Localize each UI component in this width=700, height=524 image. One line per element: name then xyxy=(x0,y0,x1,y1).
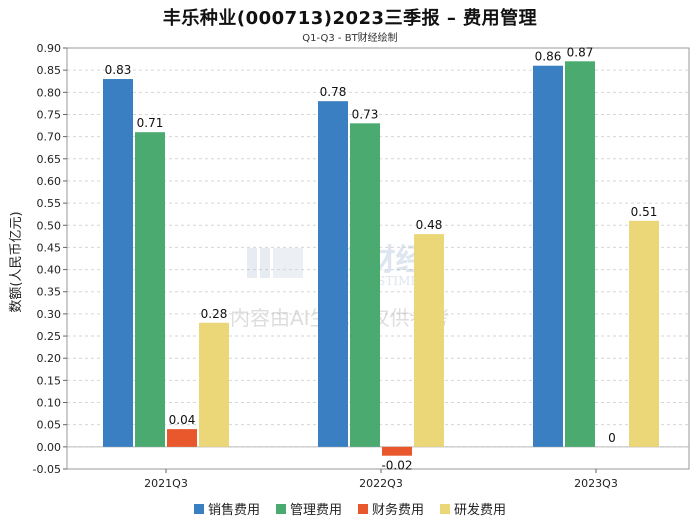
data-label: 0 xyxy=(608,431,616,445)
y-tick-label: 0.90 xyxy=(37,42,62,55)
y-tick-label: 0.60 xyxy=(37,175,62,188)
chart-subtitle: Q1-Q3 - BT财经绘制 xyxy=(302,33,398,44)
plot-frame xyxy=(66,47,690,470)
bar-2021Q3-研发费用 xyxy=(199,322,229,447)
bar-2022Q3-管理费用 xyxy=(350,123,380,447)
data-label: 0.86 xyxy=(535,50,562,64)
legend-item: 财务费用 xyxy=(358,499,424,518)
y-tick-label: 0.00 xyxy=(37,441,62,454)
bar-2021Q3-管理费用 xyxy=(135,132,165,447)
bars xyxy=(103,61,659,456)
bar-2021Q3-销售费用 xyxy=(103,79,133,447)
legend-label: 管理费用 xyxy=(289,503,342,518)
legend-item: 管理费用 xyxy=(275,499,342,518)
y-tick-label: 0.20 xyxy=(37,352,62,365)
legend-label: 研发费用 xyxy=(454,503,507,518)
legend-item: 销售费用 xyxy=(193,499,260,518)
data-label: 0.73 xyxy=(352,107,379,121)
y-tick-label: 0.25 xyxy=(37,330,62,343)
data-label: 0.71 xyxy=(137,116,164,130)
bar-2023Q3-管理费用 xyxy=(565,61,595,447)
y-tick-label: 0.65 xyxy=(37,153,62,166)
axes: 0.90 0.85 0.80 0.75 0.70 0.65 0.60 0.55 0.50 0.45… xyxy=(33,42,690,490)
x-tick-label: 2023Q3 xyxy=(574,477,618,490)
legend-item: 研发费用 xyxy=(440,499,506,518)
data-label: 0.04 xyxy=(169,413,196,427)
y-tick-label: 0.80 xyxy=(37,86,62,99)
y-tick-label: 0.05 xyxy=(37,419,62,432)
bar-2023Q3-研发费用 xyxy=(629,220,659,447)
x-tick-label: 2022Q3 xyxy=(359,477,403,490)
y-tick-label: 0.55 xyxy=(37,197,62,210)
legend-swatch xyxy=(275,503,286,514)
bar-2022Q3-研发费用 xyxy=(414,234,444,447)
data-label: 0.48 xyxy=(416,218,443,232)
legend-swatch xyxy=(440,503,451,514)
y-tick-label: 0.10 xyxy=(37,397,62,410)
data-label: 0.51 xyxy=(631,205,658,219)
chart-title: 丰乐种业(000713)2023三季报 – 费用管理 xyxy=(162,8,538,29)
data-label: 0.28 xyxy=(201,307,228,321)
legend: 销售费用 管理费用 财务费用 研发费用 xyxy=(0,499,700,518)
x-tick-label: 2021Q3 xyxy=(144,477,188,490)
y-tick-label: 0.35 xyxy=(37,286,62,299)
legend-label: 销售费用 xyxy=(207,503,260,518)
legend-swatch xyxy=(358,503,368,514)
legend-label: 财务费用 xyxy=(372,503,425,518)
bar-2022Q3-销售费用 xyxy=(318,101,348,447)
bar-2023Q3-销售费用 xyxy=(533,65,563,447)
y-tick-label: 0.15 xyxy=(37,374,62,387)
data-label: 0.83 xyxy=(105,63,132,77)
y-tick-label: 0.85 xyxy=(37,64,62,77)
bar-2021Q3-财务费用 xyxy=(167,429,197,447)
y-tick-label: 0.75 xyxy=(37,108,62,121)
data-label: -0.02 xyxy=(381,459,412,473)
bar-2022Q3-财务费用 xyxy=(382,446,412,456)
data-label: 0.87 xyxy=(567,45,594,59)
y-tick-label: 0.45 xyxy=(37,241,62,254)
y-tick-label: 0.30 xyxy=(37,308,62,321)
y-tick-label: 0.40 xyxy=(37,264,62,277)
y-tick-label: 0.70 xyxy=(37,131,62,144)
data-label: 0.78 xyxy=(320,85,347,99)
y-tick-label: -0.05 xyxy=(33,463,61,476)
y-tick-label: 0.50 xyxy=(37,219,62,232)
legend-swatch xyxy=(193,503,204,514)
data-labels: 0.83 0.71 0.04 0.28 0.78 0.73 -0.02 0.48 0.86 0.8… xyxy=(105,45,658,472)
y-axis-label: 数额(人民币亿元) xyxy=(9,211,24,312)
